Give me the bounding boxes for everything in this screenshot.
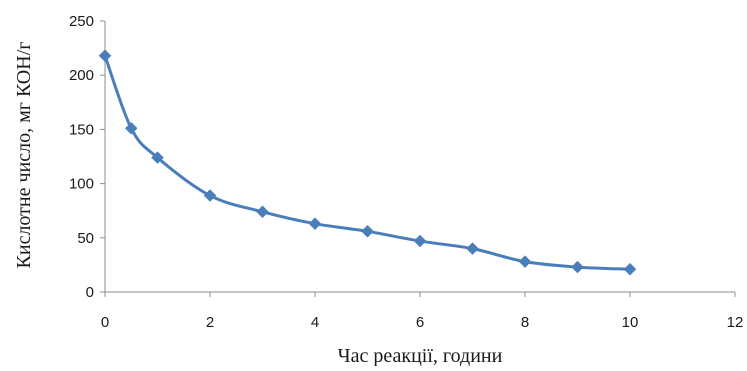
data-point-marker <box>623 262 637 276</box>
y-tick-label: 50 <box>77 230 94 247</box>
x-tick-label: 8 <box>521 314 529 331</box>
data-point-marker <box>466 242 479 255</box>
x-tick-label: 2 <box>206 314 214 331</box>
y-tick-label: 0 <box>86 284 94 301</box>
axes <box>100 20 736 297</box>
data-point-marker <box>361 224 374 238</box>
data-point-marker <box>151 151 164 164</box>
y-tick-label: 200 <box>69 67 94 84</box>
data-point-marker <box>124 121 138 135</box>
data-point-marker <box>98 49 112 63</box>
data-point-marker <box>203 189 217 202</box>
y-tick-label: 150 <box>69 121 94 138</box>
data-point-marker <box>308 217 322 231</box>
data-point-marker <box>413 234 427 248</box>
series <box>98 49 637 276</box>
x-tick-label: 12 <box>727 314 744 331</box>
x-tick-label: 6 <box>416 314 424 331</box>
x-tick-label: 4 <box>311 314 319 331</box>
y-tick-label: 100 <box>69 176 94 193</box>
data-point-marker <box>518 255 532 269</box>
data-point-marker <box>256 205 269 219</box>
x-tick-label: 0 <box>101 314 109 331</box>
data-point-marker <box>571 260 584 274</box>
x-axis-label: Час реакції, години <box>338 345 503 366</box>
x-tick-label: 10 <box>622 314 639 331</box>
y-axis-label: Кислотне число, мг КОН/г <box>13 42 35 269</box>
y-tick-label: 250 <box>69 13 94 30</box>
tick-labels: 0 50 100 150 200 250 0 2 4 6 8 10 12 <box>69 13 743 331</box>
